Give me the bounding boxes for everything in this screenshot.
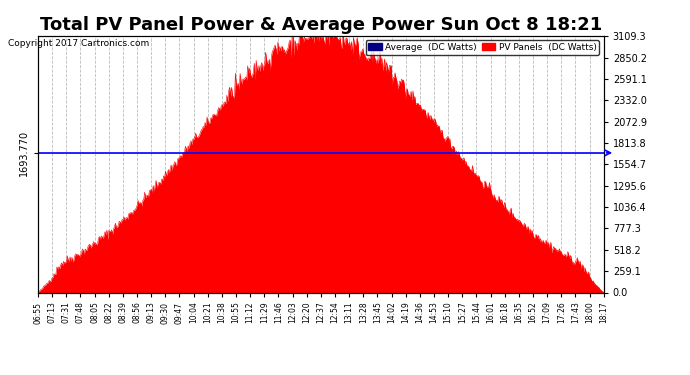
Legend: Average  (DC Watts), PV Panels  (DC Watts): Average (DC Watts), PV Panels (DC Watts) [366, 40, 599, 54]
Text: Copyright 2017 Cartronics.com: Copyright 2017 Cartronics.com [8, 39, 150, 48]
Title: Total PV Panel Power & Average Power Sun Oct 8 18:21: Total PV Panel Power & Average Power Sun… [40, 16, 602, 34]
